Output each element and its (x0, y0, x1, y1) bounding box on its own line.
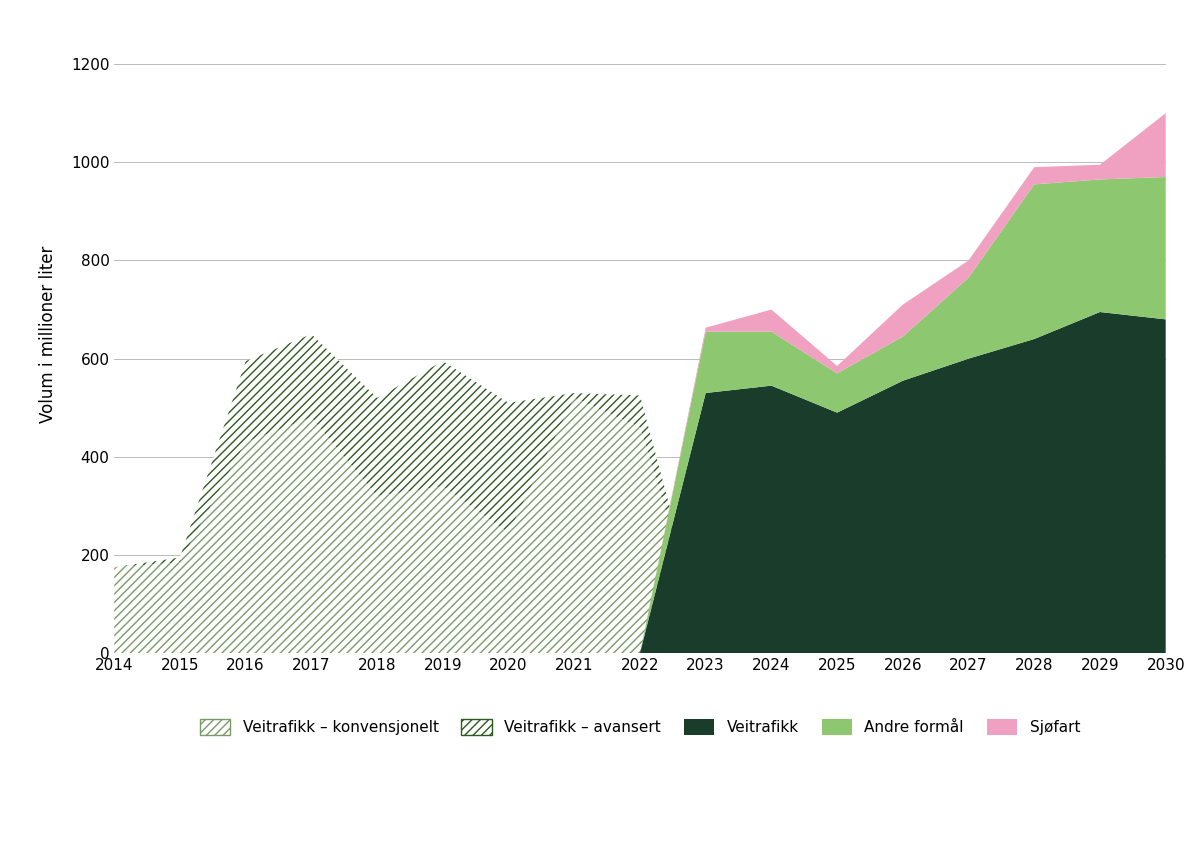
Legend: Veitrafikk – konvensjonelt, Veitrafikk – avansert, Veitrafikk, Andre formål, Sjø: Veitrafikk – konvensjonelt, Veitrafikk –… (193, 713, 1086, 741)
Y-axis label: Volum i millioner liter: Volum i millioner liter (38, 245, 58, 423)
